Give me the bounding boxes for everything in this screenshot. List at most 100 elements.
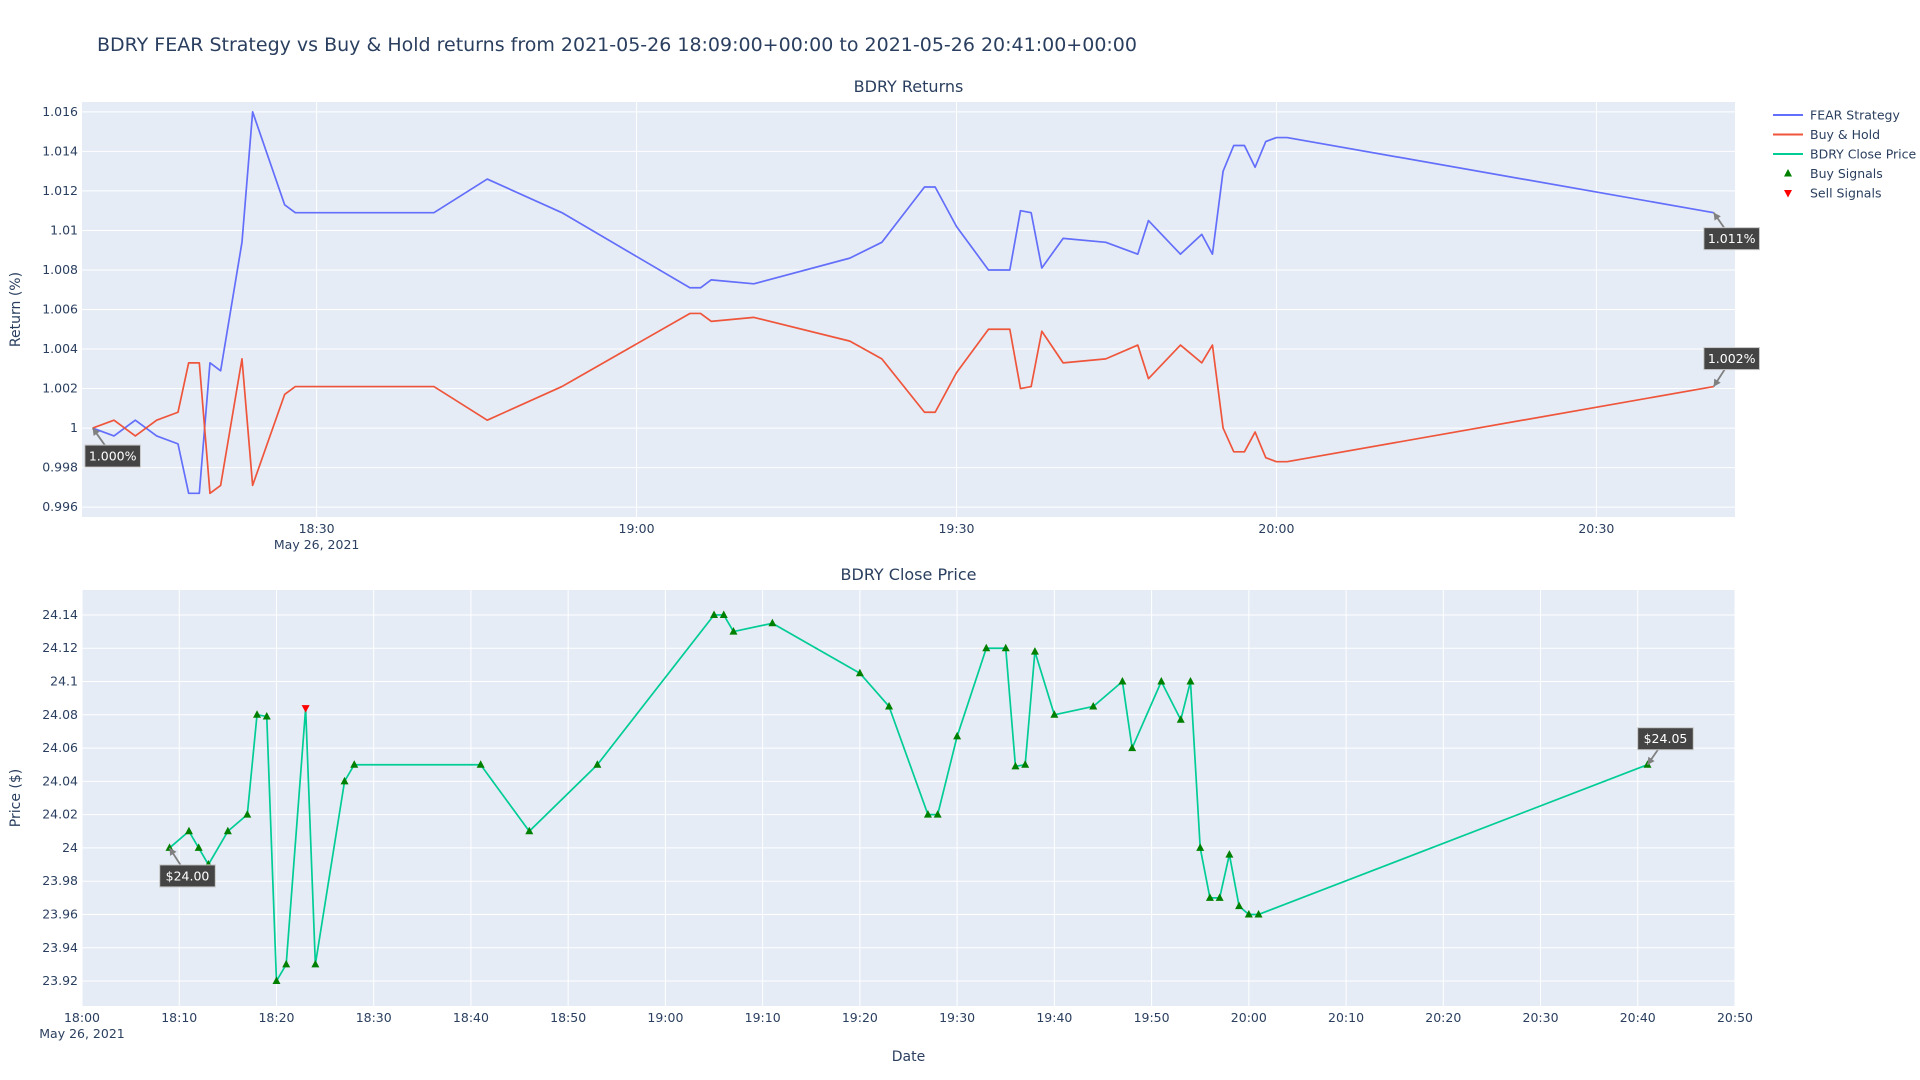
- buy-signal-marker: [1118, 677, 1127, 685]
- plot-area: [82, 590, 1735, 1006]
- x-tick-label: 19:50: [1134, 1010, 1170, 1025]
- buy-signal-marker: [350, 760, 359, 768]
- annotation-box: [1703, 347, 1760, 371]
- x-tick-label: 19:00: [647, 1010, 683, 1025]
- annotation: $24.00: [159, 847, 216, 888]
- y-tick-label: 24.06: [42, 740, 78, 755]
- sell-signal-marker: [301, 705, 310, 713]
- x-tick-label: 19:30: [938, 521, 974, 536]
- annotation-box: [1703, 227, 1760, 251]
- y-tick-label: 0.996: [42, 499, 78, 514]
- y-tick-label: 1.008: [42, 262, 78, 277]
- y-tick-label: 1.016: [42, 104, 78, 119]
- panel-2: 23.92 23.94 23.96 23.98 24 24.02 24.04 24.06 24.…: [8, 565, 1753, 1065]
- x-tick-date-label: May 26, 2021: [39, 1026, 124, 1041]
- legend-label: FEAR Strategy: [1810, 108, 1900, 123]
- annotation-box: [159, 864, 216, 888]
- y-tick-label: 24.1: [50, 674, 78, 689]
- x-tick-label: 20:00: [1258, 521, 1294, 536]
- buy-signal-marker: [982, 643, 991, 652]
- legend-item-buy-signals[interactable]: Buy Signals: [1784, 166, 1883, 181]
- annotation-label: $24.00: [166, 868, 210, 883]
- buy-signal-marker: [1186, 677, 1195, 685]
- buy-signal-marker: [1157, 677, 1166, 685]
- y-tick-label: 24.12: [42, 640, 78, 655]
- x-tick-label: 18:10: [161, 1010, 197, 1025]
- legend-label: Sell Signals: [1810, 186, 1881, 201]
- buy-signal-marker: [1254, 909, 1263, 918]
- x-tick-date-label: May 26, 2021: [274, 537, 359, 552]
- chart-title: BDRY FEAR Strategy vs Buy & Hold returns…: [97, 34, 1137, 56]
- y-tick-label: 24: [62, 840, 78, 855]
- legend-item-sell-signals[interactable]: Sell Signals: [1784, 186, 1881, 201]
- annotation-arrowhead: [169, 847, 177, 856]
- buy-signal-marker: [1225, 850, 1234, 858]
- legend-item-buy-hold[interactable]: Buy & Hold: [1773, 127, 1880, 142]
- annotation-label: 1.011%: [1708, 231, 1756, 246]
- buy-signal-marker: [476, 760, 485, 768]
- buy-signal-marker: [1030, 647, 1039, 655]
- x-tick-label: 19:10: [745, 1010, 781, 1025]
- legend: FEAR Strategy Buy & Hold BDRY Close Price B…: [1773, 108, 1917, 201]
- x-tick-label: 19:00: [619, 521, 655, 536]
- y-tick-label: 1.014: [42, 143, 78, 158]
- buy-signal-marker: [729, 627, 738, 635]
- x-tick-label: 18:40: [453, 1010, 489, 1025]
- y-tick-label: 23.98: [42, 873, 78, 888]
- x-tick-label: 19:20: [842, 1010, 878, 1025]
- y-tick-label: 1.006: [42, 302, 78, 317]
- y-tick-label: 23.96: [42, 906, 78, 921]
- buy-signal-marker: [243, 810, 252, 818]
- x-tick-label: 18:20: [258, 1010, 294, 1025]
- buy-signal-marker: [593, 760, 602, 768]
- x-tick-label: 20:00: [1231, 1010, 1267, 1025]
- panel-1: 0.996 0.998 1 1.002 1.004 1.006 1.008 1.01 1.012…: [8, 77, 1760, 552]
- legend-item-fear-strategy[interactable]: FEAR Strategy: [1773, 108, 1900, 123]
- buy-signal-marker: [768, 618, 777, 627]
- buy-signal-marker: [1089, 701, 1098, 710]
- legend-swatch: [1784, 169, 1792, 177]
- x-tick-label: 19:40: [1036, 1010, 1072, 1025]
- buy-signal-marker: [1011, 761, 1020, 770]
- y-tick-label: 1.012: [42, 183, 78, 198]
- y-tick-label: 24.14: [42, 607, 78, 622]
- buy-signal-marker: [1128, 743, 1137, 752]
- annotation: 1.011%: [1703, 212, 1760, 251]
- buy-signal-marker: [1176, 715, 1185, 723]
- buy-signal-marker: [953, 731, 962, 740]
- buy-signal-marker: [885, 701, 894, 710]
- annotation-arrowhead: [92, 428, 100, 437]
- annotation-arrowhead: [1713, 212, 1721, 221]
- buy-signal-marker: [923, 810, 932, 818]
- y-axis-title: Return (%): [8, 272, 24, 347]
- x-tick-label: 20:30: [1523, 1010, 1559, 1025]
- annotation-label: 1.002%: [1708, 351, 1756, 366]
- legend-label: BDRY Close Price: [1810, 147, 1917, 162]
- annotation-arrowhead: [1713, 378, 1721, 387]
- series-line-fear-strategy: [92, 111, 1714, 495]
- buy-signal-marker: [1050, 710, 1059, 718]
- y-axis-title: Price ($): [8, 769, 24, 827]
- x-tick-label: 20:10: [1328, 1010, 1364, 1025]
- annotation-arrowhead: [1647, 756, 1655, 765]
- buy-signal-marker: [1215, 893, 1224, 901]
- buy-signal-marker: [223, 826, 232, 835]
- y-tick-label: 24.02: [42, 807, 78, 822]
- y-tick-label: 1.002: [42, 381, 78, 396]
- buy-signal-marker: [262, 711, 271, 720]
- legend-item-bdry-close-price[interactable]: BDRY Close Price: [1773, 147, 1917, 162]
- x-tick-label: 18:00: [64, 1010, 100, 1025]
- annotation: 1.000%: [84, 427, 141, 468]
- buy-signal-marker: [719, 610, 728, 618]
- y-tick-label: 1: [70, 420, 78, 435]
- annotation: $24.05: [1637, 727, 1694, 766]
- buy-signal-marker: [253, 710, 262, 718]
- buy-signal-marker: [272, 976, 281, 985]
- annotation-label: $24.05: [1644, 731, 1688, 746]
- buy-signal-marker: [933, 810, 942, 818]
- buy-signal-marker: [340, 776, 349, 785]
- annotation: 1.002%: [1703, 347, 1760, 388]
- x-tick-label: 20:30: [1578, 521, 1614, 536]
